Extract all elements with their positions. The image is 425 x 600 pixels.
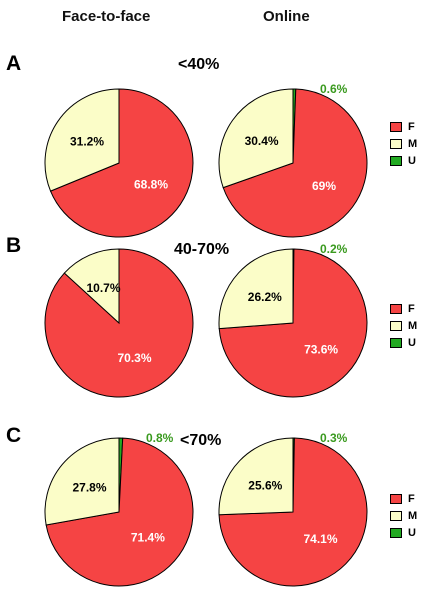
column-header-online: Online xyxy=(263,8,310,25)
pie-slice-f xyxy=(45,437,194,587)
pie-label-m: 26.2% xyxy=(248,290,282,304)
legend-swatch-u xyxy=(390,337,402,348)
legend-item-m: M xyxy=(390,135,417,152)
pie-label-f: 74.1% xyxy=(303,532,337,546)
pie-label-m: 10.7% xyxy=(86,281,120,295)
pie-label-m: 27.8% xyxy=(72,480,106,494)
legend-item-m: M xyxy=(390,317,417,334)
legend-label-u: U xyxy=(408,336,416,349)
pie-slice-m xyxy=(218,88,294,189)
legend-label-f: F xyxy=(408,492,415,505)
legend-label-f: F xyxy=(408,302,415,315)
panel-letter-c: C xyxy=(6,424,22,447)
pie-slice-f xyxy=(222,88,368,238)
pie-label-m: 25.6% xyxy=(248,478,282,492)
legend-c: F M U xyxy=(390,490,417,541)
legend-item-u: U xyxy=(390,334,417,351)
legend-swatch-m xyxy=(390,138,402,149)
pie-slice-m xyxy=(218,437,294,516)
pie-label-u: 0.8% xyxy=(146,431,174,445)
panel-letter-a: A xyxy=(6,52,22,75)
pie-slice-m xyxy=(44,437,120,526)
pie-label-f: 68.8% xyxy=(134,177,168,191)
panel-group-label-b: 40-70% xyxy=(174,241,230,258)
legend-item-f: F xyxy=(390,490,417,507)
panel-group-label-c: <70% xyxy=(180,432,222,449)
legend-swatch-f xyxy=(390,493,402,504)
pie-slice-m xyxy=(44,88,120,192)
legend-label-m: M xyxy=(408,319,418,332)
legend-item-m: M xyxy=(390,507,417,524)
legend-swatch-u xyxy=(390,527,402,538)
pie-label-f: 73.6% xyxy=(304,342,338,356)
legend-label-m: M xyxy=(408,137,418,150)
legend-swatch-m xyxy=(390,510,402,521)
legend-swatch-f xyxy=(390,121,402,132)
pie-label-u: 0.2% xyxy=(320,242,348,256)
legend-label-u: U xyxy=(408,154,416,167)
pie-slice-m xyxy=(218,248,294,330)
pie-label-f: 69% xyxy=(312,179,336,193)
legend-item-f: F xyxy=(390,118,417,135)
legend-label-m: M xyxy=(408,509,418,522)
legend-b: F M U xyxy=(390,300,417,351)
legend-label-u: U xyxy=(408,526,416,539)
pie-label-u: 0.6% xyxy=(320,82,348,96)
legend-swatch-m xyxy=(390,320,402,331)
column-header-face-to-face: Face-to-face xyxy=(62,8,151,25)
panel-group-label-a: <40% xyxy=(178,56,220,73)
pie-label-f: 71.4% xyxy=(131,530,165,544)
legend-item-u: U xyxy=(390,152,417,169)
legend-swatch-u xyxy=(390,155,402,166)
legend-label-f: F xyxy=(408,120,415,133)
pie-label-u: 0.3% xyxy=(320,431,348,445)
pie-label-m: 30.4% xyxy=(245,134,279,148)
pie-slice-f xyxy=(49,88,194,238)
panel-letter-b: B xyxy=(6,234,22,257)
legend-a: F M U xyxy=(390,118,417,169)
legend-swatch-f xyxy=(390,303,402,314)
pie-label-m: 31.2% xyxy=(70,135,104,149)
legend-item-u: U xyxy=(390,524,417,541)
pie-label-f: 70.3% xyxy=(117,351,151,365)
legend-item-f: F xyxy=(390,300,417,317)
pie-slice-m xyxy=(63,248,120,325)
